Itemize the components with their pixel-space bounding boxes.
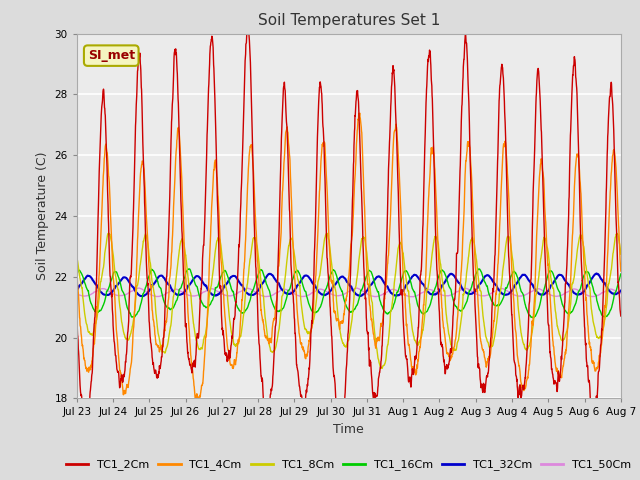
Y-axis label: Soil Temperature (C): Soil Temperature (C) [36, 152, 49, 280]
Text: SI_met: SI_met [88, 49, 135, 62]
Legend: TC1_2Cm, TC1_4Cm, TC1_8Cm, TC1_16Cm, TC1_32Cm, TC1_50Cm: TC1_2Cm, TC1_4Cm, TC1_8Cm, TC1_16Cm, TC1… [61, 455, 636, 475]
X-axis label: Time: Time [333, 423, 364, 436]
Title: Soil Temperatures Set 1: Soil Temperatures Set 1 [258, 13, 440, 28]
